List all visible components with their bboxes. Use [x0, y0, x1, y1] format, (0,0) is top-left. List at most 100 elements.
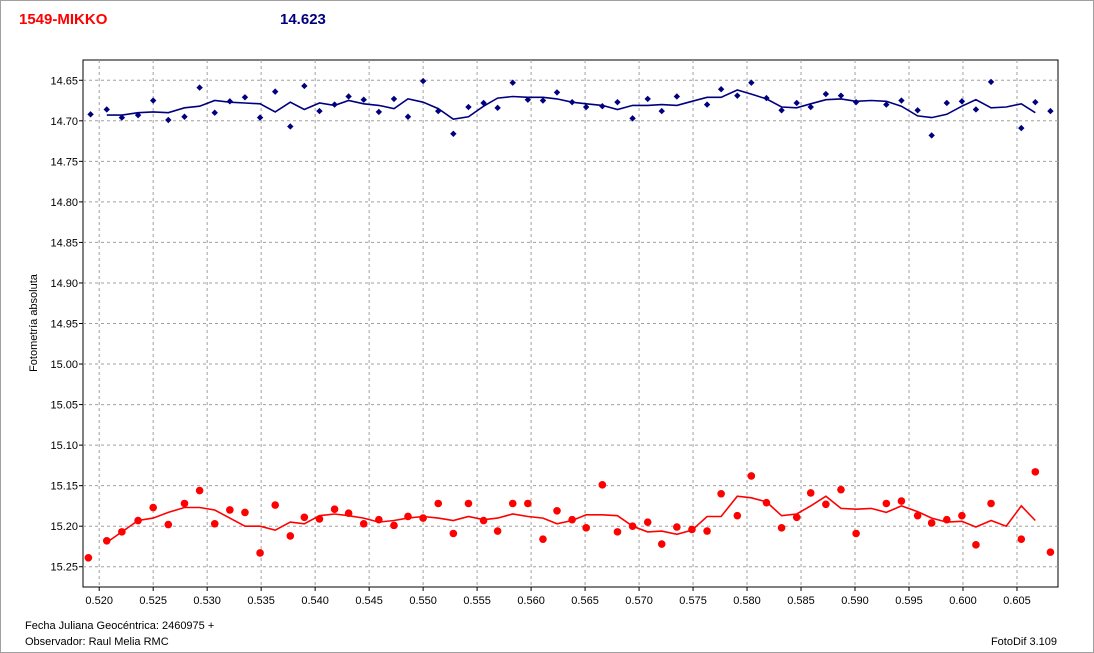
data-point — [210, 519, 219, 528]
y-tick-label: 14.95 — [50, 319, 78, 331]
data-point — [509, 79, 516, 86]
x-tick-label: 0.585 — [787, 595, 815, 607]
data-point — [419, 77, 427, 85]
data-point — [316, 107, 323, 115]
data-point — [703, 527, 711, 535]
data-point — [226, 98, 234, 105]
x-tick-label: 0.600 — [949, 595, 977, 607]
data-point — [734, 92, 741, 99]
data-point — [331, 101, 338, 108]
data-point — [673, 93, 681, 100]
data-point — [958, 98, 966, 105]
data-point — [643, 518, 652, 526]
data-point — [852, 529, 860, 538]
data-point — [1017, 535, 1026, 543]
data-point — [465, 103, 472, 111]
data-point — [703, 101, 711, 108]
data-point — [359, 519, 368, 528]
data-point — [211, 109, 218, 116]
y-tick-label: 14.65 — [50, 75, 78, 87]
series-1 — [84, 468, 1055, 562]
data-point — [582, 524, 590, 532]
comparison-magnitude-label: 14.623 — [280, 11, 326, 28]
data-point — [87, 111, 94, 118]
data-point — [1047, 107, 1054, 115]
data-point — [195, 486, 204, 495]
series-0 — [87, 77, 1054, 139]
data-point — [301, 82, 308, 90]
software-version-label: FotoDif 3.109 — [990, 636, 1057, 648]
x-tick-label: 0.555 — [463, 595, 491, 607]
data-point — [763, 94, 770, 102]
data-point — [449, 529, 458, 538]
data-point — [644, 95, 651, 103]
data-point — [180, 499, 189, 508]
data-point — [987, 78, 995, 86]
data-point — [479, 516, 488, 525]
grid-lines — [83, 60, 1058, 587]
data-point — [196, 84, 203, 91]
data-point — [149, 97, 157, 104]
data-point — [404, 113, 412, 120]
data-point — [480, 99, 487, 107]
data-point — [375, 108, 383, 116]
data-point — [762, 498, 771, 507]
series-layer — [84, 77, 1055, 562]
data-point — [582, 103, 590, 111]
y-tick-label: 15.00 — [50, 359, 78, 371]
data-point — [102, 536, 111, 545]
data-point — [344, 509, 353, 518]
x-axis-ticks: 0.520 0.525 0.530 0.535 0.540 0.545 0.550 0.555… — [85, 587, 1031, 607]
data-point — [613, 528, 622, 536]
data-point — [84, 554, 93, 562]
y-tick-label: 14.90 — [50, 278, 78, 290]
data-point — [524, 96, 532, 103]
y-tick-label: 15.05 — [50, 400, 78, 412]
data-point — [927, 519, 936, 527]
data-point — [942, 515, 951, 524]
data-point — [658, 107, 665, 115]
data-point — [103, 106, 110, 113]
data-point — [629, 115, 636, 122]
data-point — [330, 505, 339, 513]
data-point — [287, 123, 294, 130]
y-tick-label: 15.25 — [50, 562, 78, 574]
data-point — [494, 104, 501, 112]
data-point — [972, 106, 980, 113]
data-point — [837, 92, 845, 99]
data-point — [822, 500, 830, 509]
x-tick-label: 0.575 — [679, 595, 707, 607]
y-tick-label: 15.15 — [50, 481, 78, 493]
data-point — [464, 499, 473, 508]
data-point — [568, 515, 576, 524]
x-tick-label: 0.605 — [1003, 595, 1031, 607]
data-point — [717, 85, 725, 93]
data-point — [1018, 124, 1025, 132]
data-point — [256, 549, 264, 557]
x-tick-label: 0.545 — [355, 595, 383, 607]
data-point — [792, 513, 801, 522]
y-tick-label: 14.70 — [50, 116, 78, 128]
data-point — [149, 503, 157, 512]
x-tick-label: 0.595 — [895, 595, 923, 607]
observer-label: Observador: Raul Melia RMC — [25, 636, 169, 648]
data-point — [345, 93, 352, 100]
data-point — [914, 107, 921, 114]
data-point — [807, 103, 814, 111]
data-point — [553, 506, 561, 515]
x-tick-label: 0.540 — [301, 595, 329, 607]
x-tick-label: 0.520 — [85, 595, 113, 607]
data-point — [793, 99, 800, 107]
data-point — [806, 489, 815, 497]
data-point — [852, 98, 860, 106]
x-tick-label: 0.535 — [247, 595, 275, 607]
data-point — [419, 514, 427, 522]
data-point — [733, 511, 742, 520]
y-tick-label: 15.20 — [50, 521, 78, 533]
data-point — [164, 520, 173, 529]
data-point — [118, 528, 126, 536]
data-point — [553, 89, 561, 96]
data-point — [226, 506, 234, 514]
